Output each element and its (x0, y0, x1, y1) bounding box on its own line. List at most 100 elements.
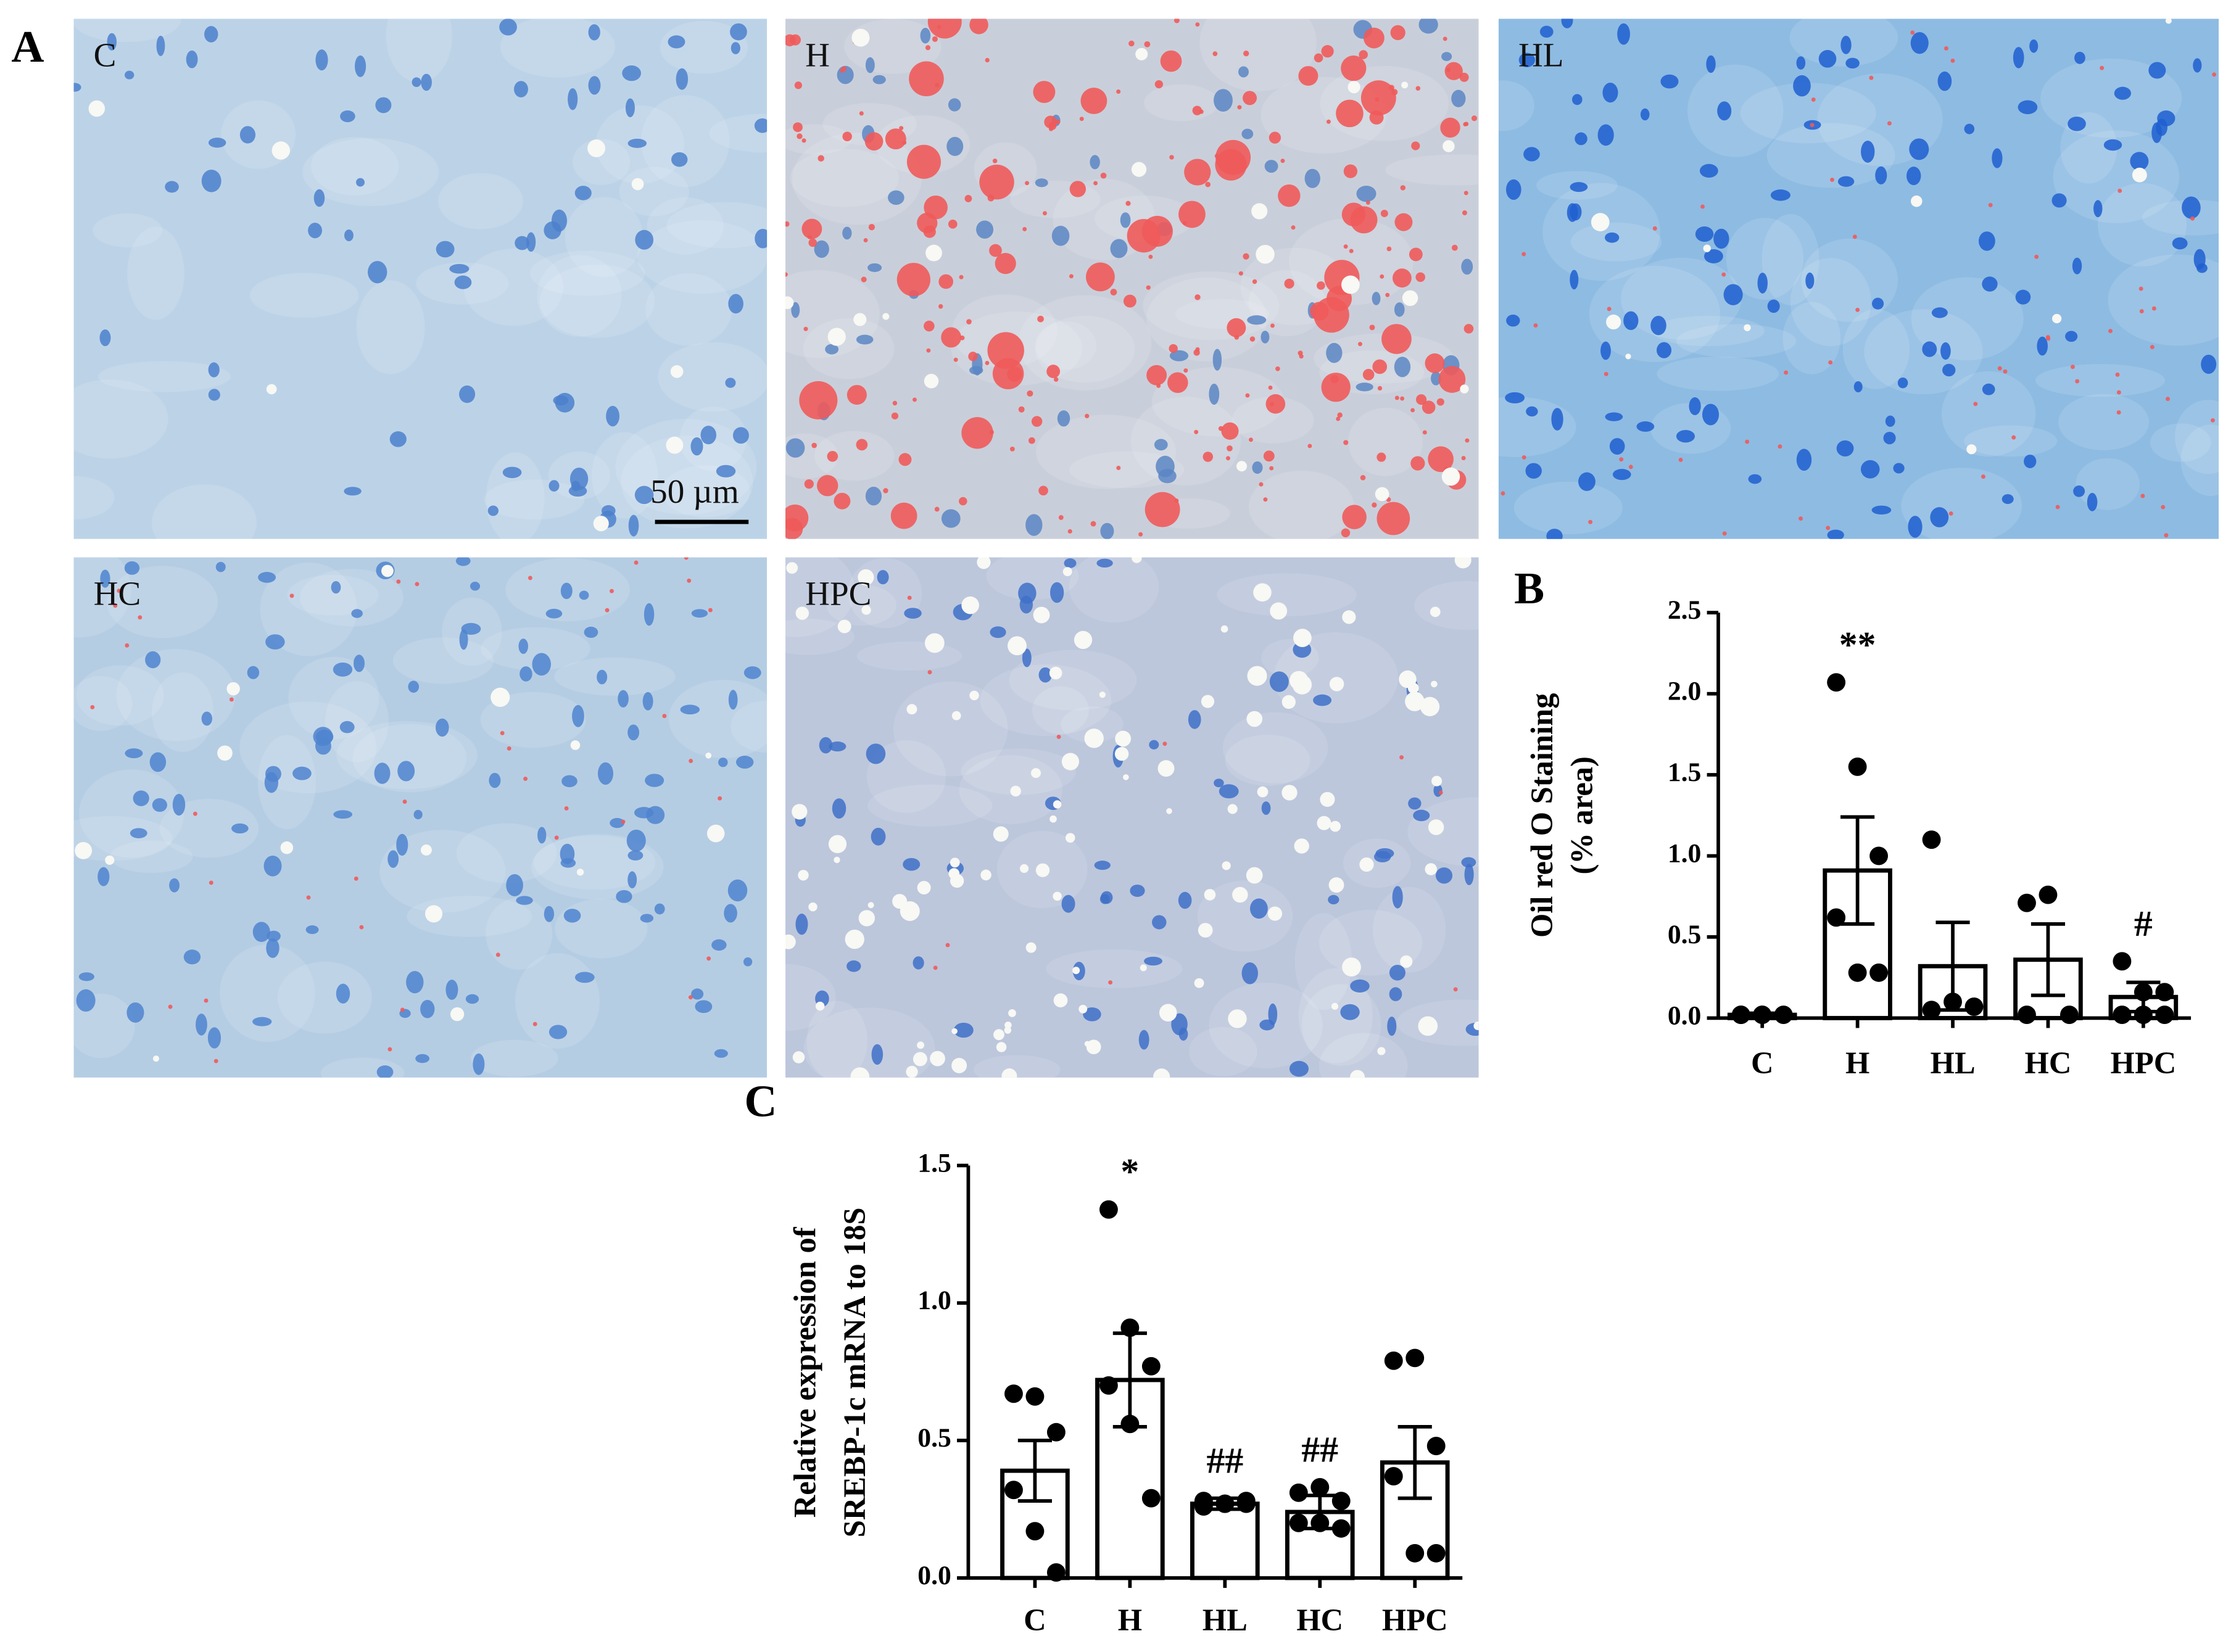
nucleus (396, 833, 408, 856)
texture (539, 264, 655, 338)
droplet (1227, 804, 1238, 814)
nucleus (1154, 439, 1168, 451)
lipid (1778, 444, 1782, 449)
nucleus (308, 223, 323, 239)
nucleus (1038, 667, 1052, 683)
nucleus (436, 718, 449, 737)
droplet (996, 1042, 1007, 1052)
nucleus (258, 572, 276, 583)
lipid (1652, 226, 1657, 231)
nucleus (553, 395, 569, 406)
nucleus (913, 956, 924, 970)
texture (1232, 397, 1314, 444)
texture (2180, 424, 2219, 496)
nucleus (1931, 307, 1948, 318)
lipid (2166, 397, 2170, 402)
nucleus (700, 426, 716, 445)
droplet (706, 824, 725, 843)
nucleus (1389, 964, 1405, 981)
lipid (906, 144, 941, 179)
lipid (1205, 181, 1211, 188)
lipid (1399, 755, 1404, 760)
nucleus (1922, 341, 1937, 357)
nucleus (730, 23, 747, 41)
lipid (229, 697, 234, 702)
lipid (708, 608, 713, 613)
droplet (1431, 680, 1438, 688)
lipid (989, 244, 1002, 257)
lipid (1110, 289, 1117, 295)
nucleus (1350, 979, 1370, 993)
nucleus (597, 762, 613, 785)
texture (1589, 265, 1721, 362)
droplet (969, 690, 979, 701)
nucleus (574, 186, 592, 200)
lipid (941, 327, 962, 348)
nucleus (1964, 123, 1975, 134)
nucleus (628, 514, 639, 537)
lipid (1321, 373, 1351, 402)
nucleus (865, 57, 875, 73)
lipid (827, 451, 838, 462)
droplet (950, 857, 960, 868)
nucleus (1461, 857, 1476, 868)
droplet (858, 569, 874, 585)
nucleus (1770, 189, 1790, 201)
nucleus (2201, 354, 2217, 374)
lipid (1607, 307, 1612, 312)
nucleus (572, 704, 584, 727)
lipid (863, 238, 868, 242)
nucleus (340, 110, 355, 123)
nucleus (2018, 100, 2038, 115)
nucleus (1539, 25, 1554, 38)
lipid (1997, 366, 2002, 371)
texture (500, 19, 615, 78)
y-axis-label: Relative expression of (787, 1226, 822, 1518)
nucleus (1259, 1019, 1275, 1031)
lipid (90, 704, 95, 709)
nucleus (819, 737, 833, 754)
lipid (396, 579, 401, 584)
droplet (792, 1051, 805, 1063)
lipid (1093, 181, 1098, 186)
lipid (945, 943, 950, 948)
lipid (794, 81, 802, 89)
nucleus (145, 651, 161, 669)
nucleus (574, 972, 595, 983)
y-tick-label: 0.5 (917, 1423, 951, 1453)
nucleus (588, 76, 601, 95)
nucleus (1818, 50, 1837, 68)
nucleus (1575, 132, 1588, 146)
nucleus (1518, 52, 1535, 67)
lipid (1178, 200, 1206, 228)
nucleus (204, 26, 218, 43)
nucleus (1356, 382, 1373, 392)
nucleus (644, 603, 655, 626)
nucleus (635, 229, 654, 250)
lipid (969, 19, 988, 35)
lipid (1988, 203, 1993, 207)
nucleus (2072, 257, 2082, 275)
lipid (1067, 529, 1072, 534)
lipid (1090, 521, 1096, 527)
data-point (1025, 1522, 1045, 1541)
lipid (1394, 395, 1399, 400)
lipid (790, 34, 801, 46)
droplet (1084, 1041, 1091, 1047)
lipid (2011, 435, 2016, 440)
lipid (1394, 213, 1413, 231)
texture (2150, 423, 2211, 462)
texture (951, 294, 1058, 368)
nucleus (832, 798, 847, 819)
droplet (1331, 1002, 1339, 1010)
texture (1261, 76, 1387, 154)
nucleus (397, 761, 415, 782)
texture (2058, 394, 2150, 450)
texture (481, 627, 590, 671)
nucleus (676, 68, 689, 90)
lipid (1037, 315, 1044, 323)
texture (1766, 123, 1895, 188)
nucleus (421, 73, 432, 91)
nucleus (1636, 421, 1655, 432)
nucleus (487, 505, 499, 516)
